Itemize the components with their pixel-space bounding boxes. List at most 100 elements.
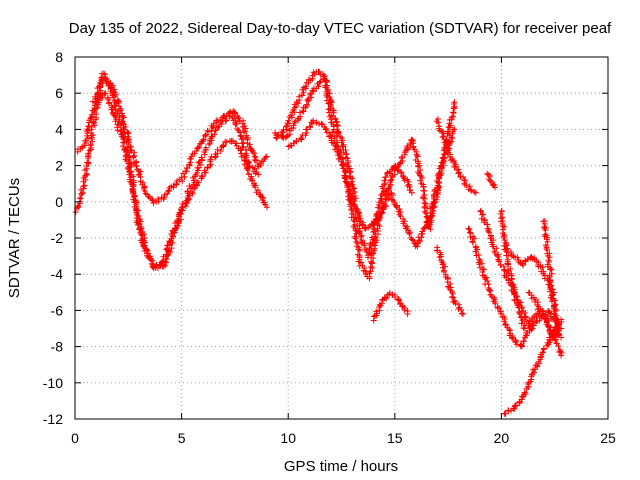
data-point [466,229,473,236]
data-point [450,109,457,116]
data-point [148,260,155,267]
data-point [326,133,333,140]
data-point [455,305,462,312]
data-point [211,131,218,138]
data-point [540,345,547,352]
data-point [282,123,289,130]
data-point [135,220,142,227]
data-point [349,175,356,182]
data-point [195,159,202,166]
data-point [366,245,373,252]
data-point [188,153,195,160]
data-point [528,326,535,333]
x-tick-label: 15 [387,430,403,446]
y-tick-label: 2 [55,158,63,174]
data-point [406,230,413,237]
data-point [123,151,130,158]
data-point [344,184,351,191]
data-point [543,342,550,349]
data-point [478,215,485,222]
data-point [487,235,494,242]
data-point [520,324,527,331]
data-point [341,168,348,175]
data-point [526,317,533,324]
data-point [169,232,176,239]
data-point [97,92,104,99]
data-point [155,195,162,202]
data-point [198,172,205,179]
data-point [546,258,553,265]
data-point [253,189,260,196]
data-point [121,146,128,153]
data-point [497,310,504,317]
data-point [498,208,505,215]
data-point [200,136,207,143]
data-point [417,177,424,184]
data-point [501,242,508,249]
data-point [511,297,518,304]
y-axis-label: SDTVAR / TECUs [6,178,23,298]
data-point [381,200,388,207]
data-point [88,111,95,118]
data-point [194,145,201,152]
x-axis-label: GPS time / hours [284,458,398,475]
data-point [367,264,374,271]
data-point [371,236,378,243]
data-point [525,320,532,327]
series-track-q [484,170,499,191]
data-point [492,300,499,307]
data-point [356,247,363,254]
y-tick-label: -10 [43,375,63,391]
x-tick-label: 0 [71,430,79,446]
data-point [519,260,526,267]
data-point [262,154,269,161]
data-point [249,148,256,155]
data-point [390,191,397,198]
data-point [174,222,181,229]
data-point [540,310,547,317]
data-point [201,167,208,174]
data-point [298,135,305,142]
data-point [553,323,560,330]
x-tick-label: 10 [280,430,296,446]
data-point [190,177,197,184]
series-track-n [525,289,565,341]
data-point [516,309,523,316]
x-tick-label: 20 [494,430,510,446]
data-point [170,233,177,240]
data-point [506,327,513,334]
data-point [505,261,512,268]
data-point [139,239,146,246]
data-point [126,171,133,178]
data-point [149,196,156,203]
data-point [497,261,504,268]
data-point [208,128,215,135]
data-point [280,126,287,133]
data-point [328,139,335,146]
y-tick-label: 0 [55,194,63,210]
data-point [323,77,330,84]
data-point [305,95,312,102]
data-point [322,126,329,133]
data-point [162,259,169,266]
data-point [112,118,119,125]
data-point [206,141,213,148]
data-point [251,156,258,163]
y-tick-label: -6 [51,302,64,318]
data-point [431,186,438,193]
data-point [486,229,493,236]
data-point [160,263,167,270]
data-point [397,213,404,220]
data-point [202,144,209,151]
data-point [220,142,227,149]
data-point [174,178,181,185]
data-point [235,114,242,121]
data-point [313,119,320,126]
data-point [339,162,346,169]
data-point [501,232,508,239]
data-point [217,147,224,154]
data-point [353,230,360,237]
data-point [307,124,314,131]
data-point [327,132,334,139]
data-point [72,209,79,216]
